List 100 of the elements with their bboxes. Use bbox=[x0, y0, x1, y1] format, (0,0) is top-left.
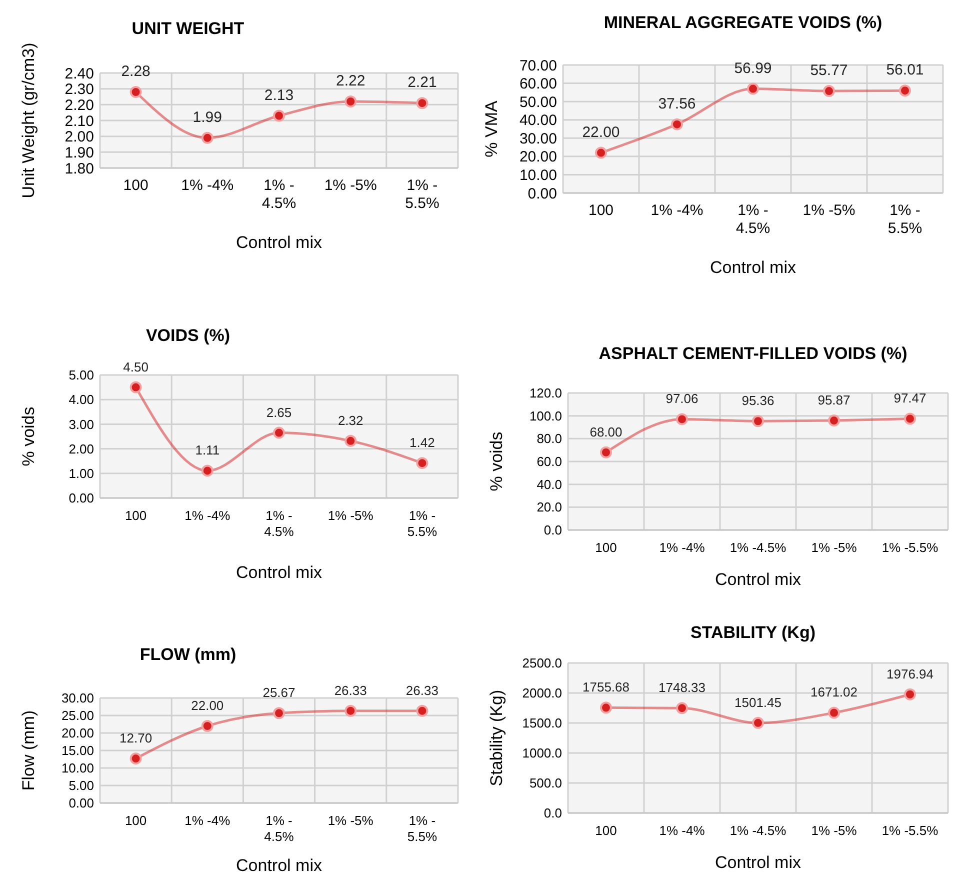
x-tick-label: 1% -5% bbox=[811, 823, 858, 838]
x-axis-title: Control mix bbox=[715, 570, 802, 589]
data-label: 95.87 bbox=[818, 392, 850, 408]
y-tick-label: 1500.0 bbox=[522, 716, 562, 731]
data-label: 2.13 bbox=[264, 86, 294, 104]
data-label: 2.21 bbox=[408, 74, 437, 92]
y-tick-label: 2.00 bbox=[64, 128, 94, 146]
point bbox=[904, 412, 916, 425]
data-label: 26.33 bbox=[406, 682, 438, 698]
x-tick-label: 1% -4% bbox=[184, 508, 231, 523]
x-tick-label: 1% - 5.5% bbox=[888, 202, 922, 237]
y-tick-label: 60.00 bbox=[519, 76, 557, 93]
x-tick-label: 1% - 5.5% bbox=[405, 177, 440, 212]
y-tick-label: 20.00 bbox=[61, 726, 94, 741]
data-label: 1.99 bbox=[192, 108, 222, 126]
y-tick-label: 0.00 bbox=[68, 490, 94, 506]
x-tick-label: 1% - 5.5% bbox=[407, 813, 438, 844]
x-tick-label: 1% -4.5% bbox=[730, 540, 787, 555]
point bbox=[201, 464, 214, 477]
x-tick-label: 1% -4% bbox=[659, 823, 706, 838]
data-label: 22.00 bbox=[191, 698, 224, 713]
y-tick-label: 25.00 bbox=[61, 708, 94, 724]
point bbox=[828, 414, 840, 427]
data-label: 1501.45 bbox=[734, 694, 782, 710]
point bbox=[130, 381, 142, 394]
y-tick-label: 2500.0 bbox=[522, 656, 562, 671]
y-tick-label: 40.0 bbox=[536, 476, 562, 492]
x-tick-label: 100 bbox=[124, 508, 147, 523]
y-axis-title: % voids bbox=[19, 406, 38, 466]
data-label: 1748.33 bbox=[658, 680, 706, 696]
point bbox=[273, 110, 285, 122]
data-label: 97.06 bbox=[666, 391, 698, 406]
y-tick-label: 40.00 bbox=[519, 112, 557, 130]
y-tick-label: 20.00 bbox=[519, 148, 557, 166]
x-tick-label: 1% -4.5% bbox=[730, 823, 787, 838]
data-label: 1755.68 bbox=[582, 680, 630, 695]
point bbox=[344, 96, 357, 108]
chart-title: FLOW (mm) bbox=[140, 645, 236, 664]
data-label: 1.42 bbox=[410, 435, 435, 450]
y-tick-label: 100.0 bbox=[529, 408, 562, 424]
point bbox=[344, 704, 357, 717]
y-tick-label: 5.00 bbox=[68, 778, 94, 794]
data-label: 56.99 bbox=[734, 60, 772, 77]
y-axis-title: Stability (Kg) bbox=[487, 690, 506, 786]
data-label: 55.77 bbox=[810, 62, 848, 80]
y-tick-label: 2000.0 bbox=[522, 686, 562, 701]
x-tick-label: 1% -5.5% bbox=[882, 540, 939, 555]
data-label: 37.56 bbox=[658, 95, 696, 112]
y-tick-label: 0.00 bbox=[528, 185, 557, 202]
x-axis-title: Control mix bbox=[710, 258, 796, 277]
x-axis-title: Control mix bbox=[236, 233, 322, 252]
x-tick-label: 100 bbox=[595, 540, 617, 555]
data-label: 4.50 bbox=[123, 359, 148, 374]
point bbox=[130, 86, 142, 98]
point bbox=[899, 84, 911, 97]
x-tick-label: 1% -5% bbox=[324, 177, 377, 194]
y-tick-label: 2.10 bbox=[64, 112, 94, 130]
x-tick-label: 1% - 5.5% bbox=[407, 508, 438, 539]
x-tick-label: 1% -5.5% bbox=[882, 823, 939, 838]
data-label: 2.32 bbox=[338, 412, 364, 428]
point bbox=[344, 434, 357, 447]
point bbox=[828, 706, 840, 719]
chart-title: STABILITY (Kg) bbox=[690, 623, 816, 642]
y-tick-label: 5.00 bbox=[68, 368, 94, 383]
x-tick-label: 100 bbox=[588, 202, 614, 219]
x-tick-label: 1% - 4.5% bbox=[264, 508, 294, 539]
y-tick-label: 3.00 bbox=[68, 416, 94, 432]
y-tick-label: 0.0 bbox=[544, 522, 562, 538]
x-tick-label: 1% -5% bbox=[802, 202, 856, 219]
x-tick-label: 1% -5% bbox=[328, 813, 374, 828]
x-axis-title: Control mix bbox=[236, 856, 322, 875]
chart-title: UNIT WEIGHT bbox=[132, 19, 245, 38]
data-label: 26.33 bbox=[334, 682, 367, 698]
x-tick-label: 1% -4% bbox=[181, 177, 234, 194]
x-tick-label: 1% - 4.5% bbox=[264, 813, 294, 844]
point bbox=[595, 146, 607, 159]
y-tick-label: 70.00 bbox=[519, 57, 557, 74]
point bbox=[201, 132, 214, 144]
y-tick-label: 15.00 bbox=[61, 743, 94, 758]
point bbox=[201, 720, 214, 732]
point bbox=[416, 457, 428, 470]
point bbox=[130, 752, 142, 765]
y-tick-label: 30.00 bbox=[61, 690, 94, 706]
point bbox=[273, 426, 285, 439]
point bbox=[752, 716, 764, 729]
y-tick-label: 500.0 bbox=[529, 776, 562, 791]
y-tick-label: 1000.0 bbox=[522, 746, 562, 761]
x-tick-label: 1% -5% bbox=[811, 540, 858, 555]
data-label: 56.01 bbox=[886, 62, 924, 79]
y-tick-label: 30.00 bbox=[519, 130, 557, 148]
y-tick-label: 1.90 bbox=[64, 144, 94, 162]
point bbox=[671, 118, 683, 130]
y-tick-label: 50.00 bbox=[519, 94, 557, 111]
chart-title: MINERAL AGGREGATE VOIDS (%) bbox=[604, 13, 882, 32]
y-tick-label: 2.40 bbox=[64, 65, 94, 82]
point bbox=[416, 97, 428, 110]
y-tick-label: 2.30 bbox=[64, 81, 94, 98]
y-tick-label: 1.80 bbox=[64, 160, 94, 178]
point bbox=[676, 413, 688, 426]
data-label: 1671.02 bbox=[810, 684, 858, 700]
